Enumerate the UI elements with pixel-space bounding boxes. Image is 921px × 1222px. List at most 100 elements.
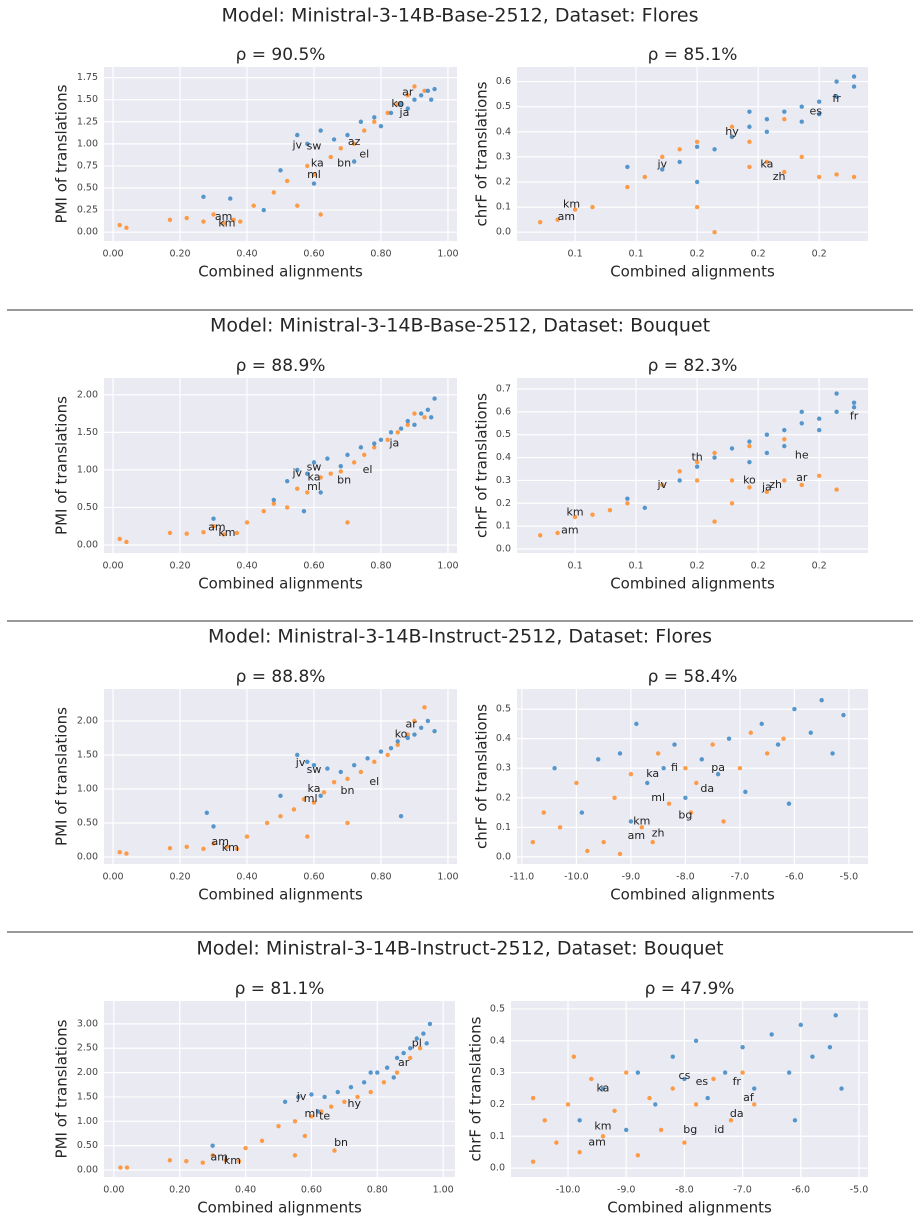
point bbox=[231, 217, 236, 223]
point bbox=[555, 217, 560, 222]
annotation: el bbox=[369, 775, 379, 788]
annotation: te bbox=[319, 1109, 330, 1122]
point bbox=[729, 446, 735, 451]
point bbox=[729, 124, 735, 129]
x-axis-label: Combined alignments bbox=[610, 575, 775, 593]
point bbox=[391, 1075, 396, 1080]
point bbox=[201, 530, 206, 535]
point bbox=[332, 1148, 337, 1153]
x-tick-label: 0.60 bbox=[303, 249, 324, 260]
point bbox=[228, 196, 233, 201]
point bbox=[271, 497, 277, 503]
point bbox=[167, 530, 173, 536]
point bbox=[124, 539, 129, 545]
point bbox=[694, 139, 700, 145]
point bbox=[683, 795, 688, 800]
point bbox=[792, 706, 797, 712]
y-tick-label: 0.0 bbox=[496, 543, 511, 554]
y-tick-label: 1.50 bbox=[77, 427, 98, 438]
x-tick-label: -7.0 bbox=[731, 872, 750, 883]
point bbox=[635, 1070, 641, 1075]
point bbox=[816, 99, 822, 104]
point bbox=[799, 421, 804, 426]
annotation: am bbox=[208, 521, 225, 534]
annotation: ar bbox=[405, 717, 417, 730]
point bbox=[693, 1102, 699, 1107]
point bbox=[338, 469, 343, 474]
point bbox=[851, 84, 857, 89]
y-tick-label: 1.75 bbox=[77, 72, 98, 83]
x-tick-label: -11.0 bbox=[510, 872, 535, 883]
point bbox=[554, 1140, 559, 1145]
section-title: Model: Ministral-3-14B-Base-2512, Datase… bbox=[210, 315, 710, 337]
x-tick-label: 0.40 bbox=[235, 1185, 256, 1196]
point bbox=[572, 207, 578, 212]
point bbox=[118, 1165, 123, 1170]
x-tick-label: 0.20 bbox=[169, 872, 190, 883]
point bbox=[418, 725, 424, 730]
section-title: Model: Ministral-3-14B-Instruct-2512, Da… bbox=[196, 938, 723, 960]
point bbox=[425, 718, 431, 724]
point bbox=[368, 1070, 373, 1075]
point bbox=[590, 204, 595, 210]
point bbox=[278, 813, 283, 819]
point bbox=[816, 174, 822, 180]
point bbox=[625, 501, 630, 506]
point bbox=[301, 796, 307, 802]
point bbox=[325, 456, 330, 461]
point bbox=[284, 478, 290, 484]
x-tick-label: -9.0 bbox=[622, 872, 641, 883]
annotation: zh bbox=[773, 170, 786, 183]
point bbox=[398, 426, 404, 431]
point bbox=[184, 215, 189, 221]
x-tick-label: -5.0 bbox=[850, 1185, 869, 1196]
annotation: ko bbox=[391, 97, 404, 110]
y-tick-label: 0.4 bbox=[496, 452, 511, 463]
point bbox=[660, 154, 665, 160]
annotation: ka bbox=[646, 767, 659, 780]
x-axis-label: Combined alignments bbox=[198, 263, 363, 281]
y-tick-label: 0.0 bbox=[496, 227, 511, 238]
x-axis-label: Combined alignments bbox=[610, 886, 775, 904]
point bbox=[408, 1046, 413, 1051]
point bbox=[338, 769, 343, 775]
y-axis-label: chrF of translations bbox=[473, 393, 491, 538]
x-axis-label: Combined alignments bbox=[607, 1199, 772, 1217]
y-tick-label: 0.5 bbox=[496, 704, 511, 715]
point bbox=[607, 507, 613, 513]
y-axis-label: PMI of translations bbox=[53, 707, 71, 846]
x-tick-label: 0.40 bbox=[236, 561, 257, 572]
point bbox=[295, 467, 300, 473]
point bbox=[816, 112, 822, 117]
point bbox=[318, 128, 323, 133]
point bbox=[295, 752, 300, 758]
point bbox=[412, 97, 417, 102]
point bbox=[124, 1165, 130, 1170]
point bbox=[782, 169, 787, 175]
chart-title: ρ = 81.1% bbox=[235, 979, 325, 999]
point bbox=[282, 1099, 288, 1105]
point bbox=[358, 769, 364, 775]
annotation: ar bbox=[398, 1056, 410, 1069]
y-tick-label: 1.00 bbox=[77, 464, 98, 475]
point bbox=[764, 450, 770, 456]
y-tick-label: 0.00 bbox=[77, 227, 98, 238]
point bbox=[295, 203, 300, 208]
point bbox=[642, 505, 648, 511]
annotation: km bbox=[218, 216, 235, 229]
annotation: th bbox=[691, 451, 702, 464]
x-tick-label: -7.0 bbox=[733, 1185, 752, 1196]
point bbox=[338, 146, 343, 151]
point bbox=[301, 508, 307, 514]
point bbox=[816, 473, 822, 479]
point bbox=[211, 824, 216, 829]
y-tick-label: 0.1 bbox=[496, 202, 511, 213]
annotation: sw bbox=[307, 461, 322, 474]
y-axis-label: PMI of translations bbox=[53, 84, 71, 223]
y-tick-label: 0.50 bbox=[77, 1140, 98, 1151]
x-tick-label: 0.80 bbox=[367, 1185, 388, 1196]
point bbox=[729, 134, 735, 140]
y-tick-label: 0.50 bbox=[77, 502, 98, 513]
point bbox=[764, 751, 770, 756]
x-tick-label: 0.2 bbox=[751, 561, 766, 572]
